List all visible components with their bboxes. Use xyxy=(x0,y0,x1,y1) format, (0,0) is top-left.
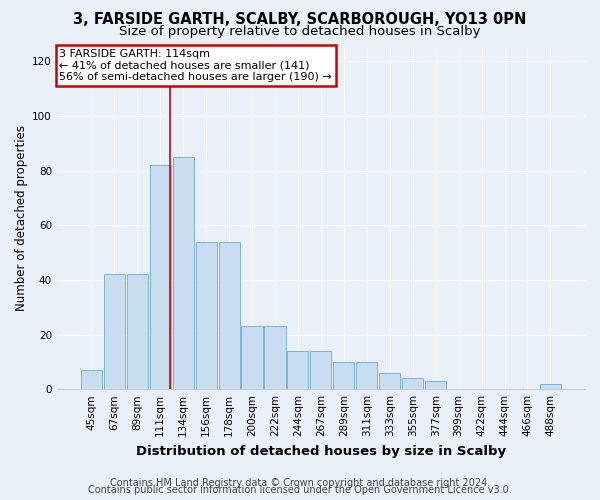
Bar xyxy=(265,326,286,389)
Text: Contains HM Land Registry data © Crown copyright and database right 2024.: Contains HM Land Registry data © Crown c… xyxy=(110,478,490,488)
Bar xyxy=(356,362,377,389)
Bar xyxy=(241,326,263,389)
X-axis label: Distribution of detached houses by size in Scalby: Distribution of detached houses by size … xyxy=(136,444,506,458)
Bar xyxy=(81,370,102,389)
Bar xyxy=(333,362,355,389)
Bar xyxy=(287,351,308,389)
Bar xyxy=(402,378,423,389)
Bar xyxy=(425,381,446,389)
Bar xyxy=(127,274,148,389)
Text: Size of property relative to detached houses in Scalby: Size of property relative to detached ho… xyxy=(119,25,481,38)
Text: 3, FARSIDE GARTH, SCALBY, SCARBOROUGH, YO13 0PN: 3, FARSIDE GARTH, SCALBY, SCARBOROUGH, Y… xyxy=(73,12,527,28)
Bar xyxy=(218,242,239,389)
Bar xyxy=(379,373,400,389)
Bar xyxy=(196,242,217,389)
Text: Contains public sector information licensed under the Open Government Licence v3: Contains public sector information licen… xyxy=(88,485,512,495)
Bar xyxy=(310,351,331,389)
Bar xyxy=(149,165,171,389)
Bar xyxy=(173,157,194,389)
Text: 3 FARSIDE GARTH: 114sqm
← 41% of detached houses are smaller (141)
56% of semi-d: 3 FARSIDE GARTH: 114sqm ← 41% of detache… xyxy=(59,49,332,82)
Y-axis label: Number of detached properties: Number of detached properties xyxy=(15,126,28,312)
Bar xyxy=(540,384,561,389)
Bar xyxy=(104,274,125,389)
